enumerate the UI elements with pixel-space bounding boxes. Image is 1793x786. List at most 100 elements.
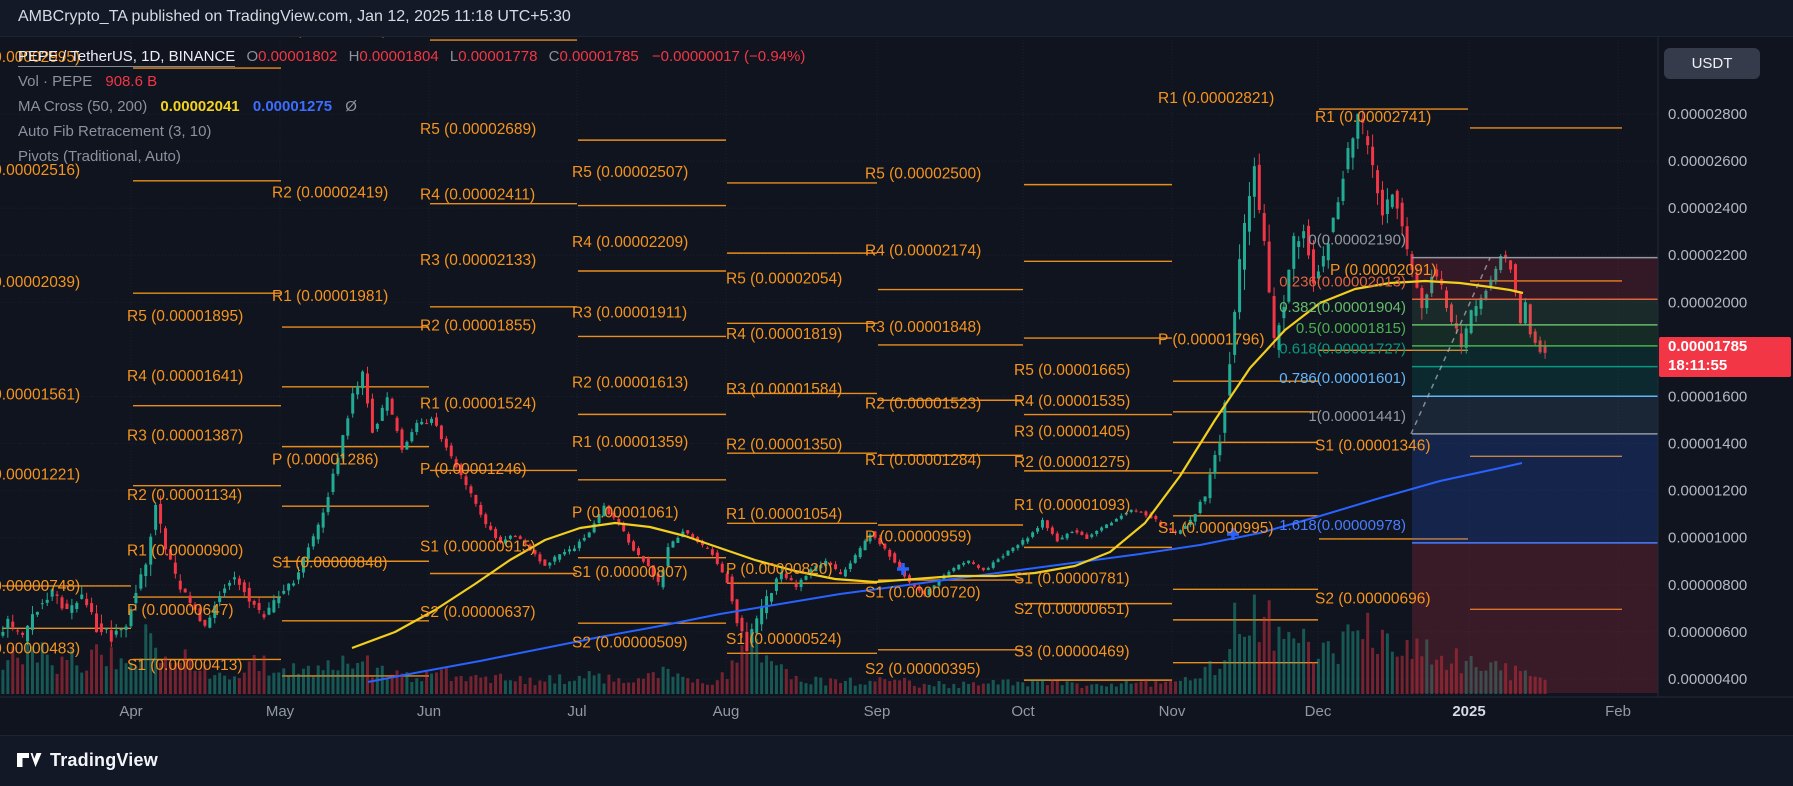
volume-bar bbox=[1124, 680, 1128, 694]
currency-toggle-usdt[interactable]: USDT bbox=[1664, 48, 1760, 79]
volume-bar bbox=[834, 679, 838, 694]
tradingview-logo[interactable]: TradingView bbox=[16, 748, 158, 772]
last-price-value: 0.00001785 bbox=[1668, 338, 1748, 355]
candle-body bbox=[247, 587, 251, 602]
candle-body bbox=[1026, 538, 1030, 542]
volume-bar bbox=[1538, 677, 1542, 694]
volume-bar bbox=[439, 669, 443, 694]
candle-body bbox=[11, 621, 15, 628]
legend-symbol-row[interactable]: PEPE / TetherUS, 1D, BINANCE O0.00001802… bbox=[18, 46, 805, 71]
volume-bar bbox=[252, 654, 256, 694]
time-axis-label[interactable]: Sep bbox=[864, 703, 891, 720]
time-axis-label[interactable]: Jun bbox=[417, 703, 441, 720]
candle-body bbox=[163, 528, 167, 550]
time-axis-label[interactable]: Oct bbox=[1011, 703, 1035, 720]
candle-body bbox=[508, 535, 512, 539]
volume-bar bbox=[809, 684, 813, 694]
candle-body bbox=[617, 519, 621, 524]
volume-bar bbox=[1321, 642, 1325, 694]
volume-bar bbox=[282, 668, 286, 694]
pivots-indicator-label[interactable]: Pivots (Traditional, Auto) bbox=[18, 148, 181, 165]
candle-body bbox=[1361, 118, 1365, 123]
candle-body bbox=[898, 561, 902, 569]
volume-bar bbox=[710, 684, 714, 694]
volume-bar bbox=[341, 655, 345, 694]
volume-bar bbox=[976, 685, 980, 694]
candle-body bbox=[1183, 525, 1187, 529]
pivot-label: R3 (0.00001911) bbox=[572, 304, 687, 321]
volume-bar bbox=[1243, 636, 1247, 694]
volume-bar bbox=[30, 646, 34, 694]
candle-body bbox=[75, 602, 79, 610]
candle-body bbox=[95, 613, 99, 633]
volume-bar bbox=[272, 672, 276, 694]
volume-bar bbox=[996, 684, 1000, 694]
candle-body bbox=[1109, 522, 1113, 526]
time-axis-label[interactable]: May bbox=[266, 703, 295, 720]
candle-body bbox=[1351, 138, 1355, 158]
candle-body bbox=[1513, 264, 1517, 293]
candle-body bbox=[848, 563, 852, 569]
legend-pivots-row[interactable]: Pivots (Traditional, Auto) bbox=[18, 146, 805, 171]
legend-ma-cross-row[interactable]: MA Cross (50, 200) 0.00002041 0.00001275… bbox=[18, 96, 805, 121]
volume-bar bbox=[1065, 681, 1069, 694]
volume-bar bbox=[351, 668, 355, 694]
volume-bar bbox=[1366, 612, 1370, 694]
candle-body bbox=[154, 504, 158, 530]
time-axis-label[interactable]: Jul bbox=[567, 703, 586, 720]
candle-body bbox=[1376, 170, 1380, 194]
candle-body bbox=[375, 423, 379, 429]
candle-body bbox=[883, 543, 887, 549]
volume-bar bbox=[917, 687, 921, 694]
pivot-label: R4 (0.00002209) bbox=[572, 234, 688, 251]
volume-bar bbox=[612, 681, 616, 694]
time-axis-label[interactable]: Nov bbox=[1159, 703, 1186, 720]
auto-fib-indicator-label[interactable]: Auto Fib Retracement (3, 10) bbox=[18, 123, 212, 140]
candle-body bbox=[957, 564, 961, 570]
pivot-label: R2 (0.00001134) bbox=[127, 487, 242, 504]
time-axis-label[interactable]: Apr bbox=[119, 703, 142, 720]
candle-body bbox=[272, 600, 276, 613]
pivot-label: R2 (0.00001613) bbox=[572, 374, 688, 391]
candle-body bbox=[1479, 297, 1483, 309]
volume-bar bbox=[543, 681, 547, 694]
legend-volume-row[interactable]: Vol · PEPE 908.6 B bbox=[18, 71, 805, 96]
candle-body bbox=[1105, 524, 1109, 529]
candle-body bbox=[513, 535, 517, 538]
candle-body bbox=[1075, 530, 1079, 533]
pivot-label: S2 (0.00000637) bbox=[420, 604, 535, 621]
pivot-label: P (0.00002091) bbox=[1330, 262, 1437, 279]
volume-bar bbox=[794, 675, 798, 694]
symbol-title[interactable]: PEPE / TetherUS, 1D, BINANCE bbox=[18, 48, 236, 67]
candle-body bbox=[134, 593, 138, 603]
volume-bar bbox=[1405, 640, 1409, 694]
volume-bar bbox=[469, 676, 473, 694]
volume-bar bbox=[1178, 680, 1182, 694]
volume-bar bbox=[883, 679, 887, 694]
ma-cross-indicator-label[interactable]: MA Cross (50, 200) bbox=[18, 98, 148, 115]
volume-indicator-label[interactable]: Vol · PEPE bbox=[18, 73, 93, 90]
pivot-label: (0.00002995) bbox=[0, 49, 80, 66]
volume-bar bbox=[858, 684, 862, 694]
price-chart-canvas[interactable]: (0.00002995) (0.00002516) (0.00002039) (0.0… bbox=[0, 36, 1793, 735]
candle-body bbox=[715, 552, 719, 564]
candle-body bbox=[1247, 196, 1251, 232]
volume-bar bbox=[1129, 683, 1133, 694]
pivot-label: R1 (0.00001054) bbox=[726, 506, 842, 523]
time-axis-label[interactable]: Aug bbox=[713, 703, 740, 720]
candle-body bbox=[937, 580, 941, 586]
volume-bar bbox=[824, 685, 828, 694]
candle-body bbox=[1085, 534, 1089, 540]
time-axis-label[interactable]: Dec bbox=[1305, 703, 1332, 720]
candle-body bbox=[1095, 530, 1099, 534]
time-axis-label[interactable]: Feb bbox=[1605, 703, 1631, 720]
candle-body bbox=[607, 505, 611, 515]
candle-body bbox=[779, 572, 783, 580]
legend-fib-row[interactable]: Auto Fib Retracement (3, 10) bbox=[18, 121, 805, 146]
fib-level-label: 1.618(0.00000978) bbox=[1279, 517, 1406, 534]
low-label: L bbox=[449, 48, 459, 65]
time-axis-label[interactable]: 2025 bbox=[1452, 703, 1485, 720]
volume-bar bbox=[819, 677, 823, 694]
candle-body bbox=[838, 572, 842, 575]
candle-body bbox=[479, 505, 483, 515]
